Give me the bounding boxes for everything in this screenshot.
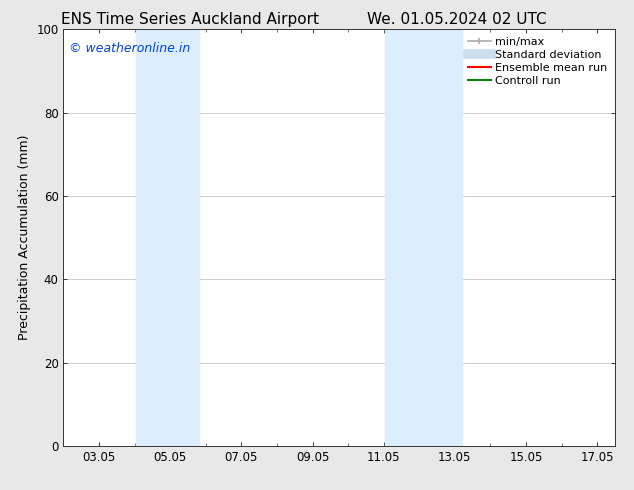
Bar [385, 29, 462, 446]
Text: ENS Time Series Auckland Airport: ENS Time Series Auckland Airport [61, 12, 319, 27]
Legend: min/max, Standard deviation, Ensemble mean run, Controll run: min/max, Standard deviation, Ensemble me… [466, 35, 609, 88]
Text: © weatheronline.in: © weatheronline.in [69, 42, 190, 55]
Y-axis label: Precipitation Accumulation (mm): Precipitation Accumulation (mm) [18, 135, 30, 341]
Text: We. 01.05.2024 02 UTC: We. 01.05.2024 02 UTC [366, 12, 547, 27]
Bar [136, 29, 198, 446]
